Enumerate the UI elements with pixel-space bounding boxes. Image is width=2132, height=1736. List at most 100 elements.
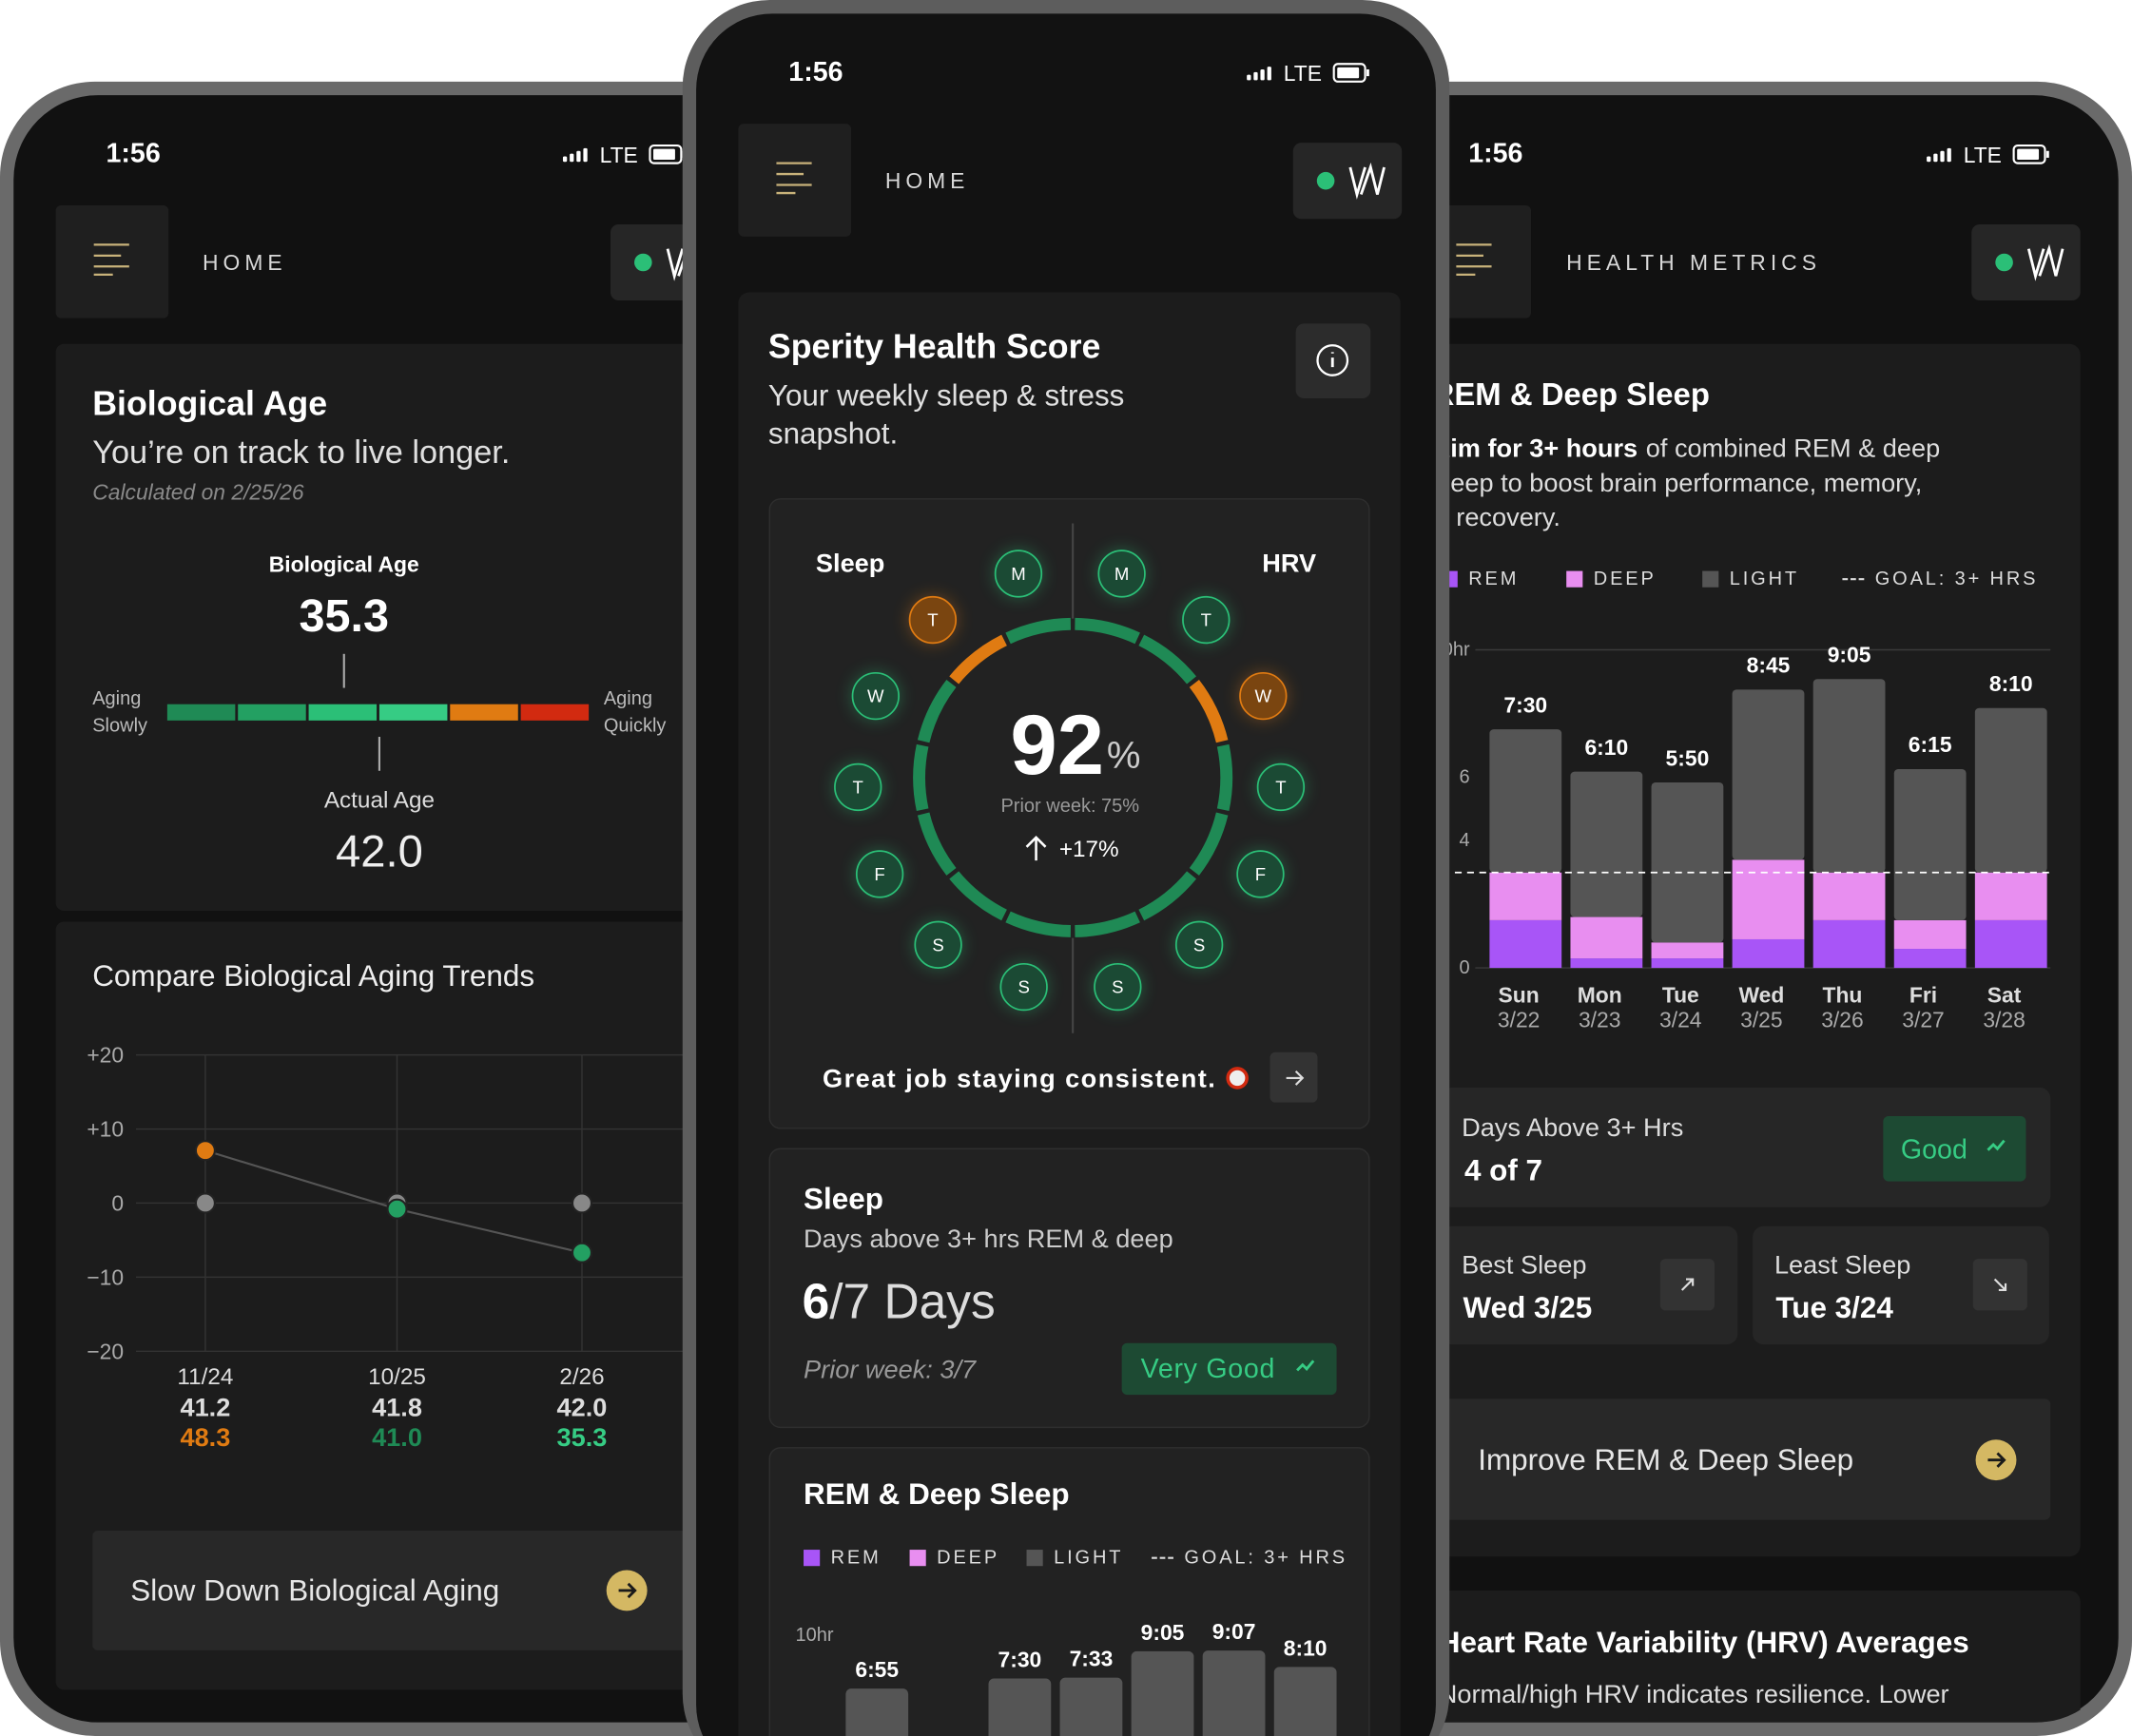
x-day-label: Fri [1909, 983, 1937, 1008]
signal-bar [570, 153, 574, 163]
bar-value-label: 8:10 [1284, 1635, 1328, 1660]
card-subtitle: Your weekly sleep & stress [768, 379, 1125, 413]
difference-point [571, 1242, 593, 1263]
legend-swatch [909, 1550, 926, 1567]
bar-segment [1812, 872, 1886, 920]
score-footer: Great job staying consistent. [823, 1063, 1216, 1092]
legend-swatch [1702, 570, 1719, 588]
status-time: 1:56 [788, 57, 843, 87]
bar-value-label: 8:45 [1747, 653, 1791, 678]
battery-tip [1366, 68, 1369, 77]
day-bubble [1236, 850, 1285, 898]
signal-bar [1260, 68, 1265, 81]
gauge-segment [450, 704, 518, 721]
y-tick-label: 0 [111, 1190, 124, 1215]
status-badge-label: Good [1901, 1135, 1967, 1166]
profile-badge[interactable] [1971, 223, 2081, 301]
menu-button[interactable] [55, 204, 169, 318]
score-unit: % [1107, 735, 1141, 777]
legend-label: LIGHT [1730, 569, 1799, 589]
day-label: S [1112, 977, 1123, 997]
legend-label: DEEP [1594, 569, 1657, 589]
x-day-label: Sat [1987, 983, 2022, 1008]
bar [1273, 1667, 1337, 1736]
y-tick-label: 0 [1460, 957, 1470, 978]
bar-segment [1974, 919, 2047, 969]
network-label: LTE [1964, 143, 2002, 167]
profile-badge[interactable] [1292, 143, 1403, 220]
bar [1202, 1650, 1266, 1736]
ring-segment [1189, 812, 1229, 876]
card-subtitle: snapshot. [768, 417, 898, 451]
cta-button[interactable] [92, 1531, 691, 1650]
baseline-point [194, 1192, 216, 1214]
intro-text: Aim for 3+ hours of combined REM & deep [1432, 433, 1941, 462]
day-bubble [851, 671, 900, 721]
day-bubble [914, 920, 962, 969]
signal-bar [1247, 74, 1251, 81]
day-label: T [853, 777, 863, 797]
day-bubble [994, 550, 1043, 598]
bar-value-label: 6:10 [1584, 735, 1628, 760]
day-label: F [1255, 864, 1266, 884]
menu-button[interactable] [738, 124, 852, 237]
x-day-label: Mon [1578, 983, 1622, 1008]
nav-title: HEALTH METRICS [1566, 250, 1821, 275]
ring-segment [1138, 634, 1197, 685]
bar-segment [1570, 771, 1643, 917]
metric-value: Wed 3/25 [1463, 1291, 1593, 1324]
day-bubble [999, 962, 1048, 1012]
bar-value-label: 7:30 [998, 1648, 1042, 1672]
bar-value-label: 7:30 [1503, 692, 1547, 717]
battery-tip [2045, 150, 2049, 158]
day-bubble [1239, 671, 1288, 721]
bar-segment [1812, 679, 1886, 873]
nav-title: HOME [885, 168, 970, 193]
bar-segment [1732, 938, 1805, 969]
bar [845, 1688, 909, 1736]
day-label: T [927, 610, 938, 630]
bar-segment [1570, 958, 1643, 969]
legend-swatch [1026, 1550, 1043, 1567]
biological-age: 35.3 [299, 590, 389, 642]
x-date-label: 3/26 [1821, 1007, 1864, 1032]
ring-segment [1075, 911, 1140, 937]
bar-value-label: 6:15 [1909, 732, 1952, 757]
legend-label: GOAL: 3+ HRS [1875, 569, 2039, 589]
ring-segment [1005, 911, 1072, 937]
legend-label: DEEP [937, 1548, 999, 1569]
card-title: Heart Rate Variability (HRV) Averages [1439, 1626, 1969, 1659]
day-bubble [1182, 595, 1231, 645]
status-time: 1:56 [107, 139, 161, 169]
card-title: Biological Age [92, 385, 327, 423]
status-badge [1121, 1342, 1337, 1396]
score-value: 92 [1010, 698, 1104, 792]
target-icon [1226, 1067, 1249, 1090]
metric-value: 4 of 7 [1464, 1154, 1542, 1187]
difference-point [386, 1198, 408, 1220]
days-value: 6/7 Days [803, 1273, 996, 1328]
y-tick-label: −20 [87, 1339, 124, 1363]
metric-value: Tue 3/24 [1775, 1291, 1893, 1324]
signal-bar [1940, 150, 1945, 163]
least-card [1753, 1225, 2049, 1345]
ring-segment [1216, 743, 1233, 812]
calculated-date: Calculated on 2/25/26 [92, 480, 304, 505]
status-dot [1995, 253, 2013, 272]
ring-segment [913, 743, 929, 812]
score-card [768, 498, 1370, 1129]
status-time: 1:56 [1468, 139, 1522, 169]
arrow-icon [1286, 1071, 1305, 1086]
gauge-segment [308, 704, 378, 721]
column-date: 11/24 [177, 1364, 233, 1390]
arrow-icon [618, 1582, 637, 1599]
day-label: S [1018, 977, 1029, 997]
x-day-label: Wed [1738, 983, 1784, 1008]
bar-segment [1489, 729, 1562, 873]
cta-button[interactable] [1441, 1398, 2051, 1520]
battery [649, 144, 683, 164]
signal-bar [576, 150, 581, 163]
days-count: 6 [803, 1273, 830, 1328]
x-day-label: Tue [1662, 983, 1699, 1008]
trend-icon [1987, 1139, 2006, 1151]
